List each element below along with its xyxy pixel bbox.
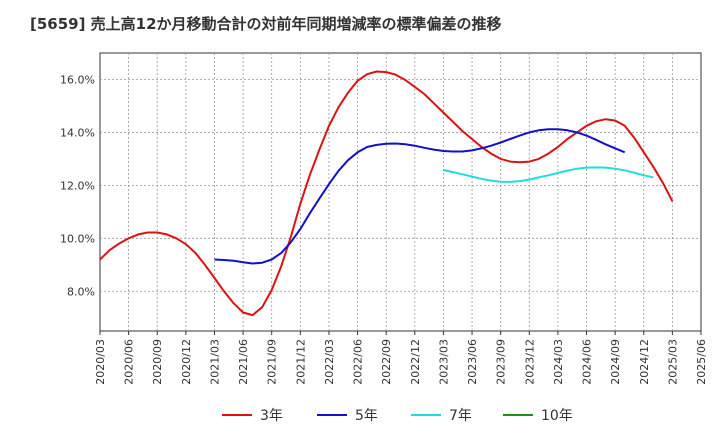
x-tick-label: 2021/09 bbox=[266, 339, 279, 385]
legend-label: 10年 bbox=[541, 408, 573, 424]
x-tick-label: 2023/12 bbox=[523, 339, 536, 385]
legend-swatch bbox=[222, 414, 252, 416]
x-tick-label: 2020/09 bbox=[151, 339, 164, 385]
x-tick-label: 2021/12 bbox=[294, 339, 307, 385]
grid-lines bbox=[100, 53, 701, 331]
x-axis-ticks: 2020/03 2020/06 2020/09 2020/12 2021/03 2021/… bbox=[94, 331, 708, 385]
legend-label: 7年 bbox=[449, 408, 472, 424]
legend-swatch bbox=[503, 414, 533, 416]
x-tick-label: 2023/03 bbox=[437, 339, 450, 385]
x-tick-label: 2023/09 bbox=[495, 339, 508, 385]
x-tick-label: 2021/06 bbox=[237, 339, 250, 385]
y-axis-ticks: 8.0% 10.0% 12.0% 14.0% 16.0% bbox=[60, 73, 95, 298]
x-tick-label: 2022/06 bbox=[352, 339, 365, 385]
chart-title: [5659] 売上高12か月移動合計の対前年同期増減率の標準偏差の推移 bbox=[30, 15, 502, 33]
series-lines bbox=[99, 70, 674, 317]
x-tick-label: 2025/03 bbox=[666, 339, 679, 385]
series-line-7年 bbox=[443, 166, 654, 183]
x-tick-label: 2024/03 bbox=[552, 339, 565, 385]
x-tick-label: 2020/12 bbox=[180, 339, 193, 385]
x-tick-label: 2024/06 bbox=[581, 339, 594, 385]
y-tick-label: 14.0% bbox=[60, 126, 95, 139]
legend-swatch bbox=[411, 414, 441, 416]
plot-area bbox=[99, 52, 702, 332]
x-tick-label: 2022/12 bbox=[409, 339, 422, 385]
series-line-5年 bbox=[214, 128, 626, 265]
y-tick-label: 10.0% bbox=[60, 232, 95, 245]
x-tick-label: 2024/12 bbox=[638, 339, 651, 385]
legend-item: 10年 bbox=[503, 404, 573, 426]
x-tick-label: 2025/06 bbox=[695, 339, 708, 385]
legend-item: 3年 bbox=[222, 404, 283, 426]
x-tick-label: 2020/03 bbox=[94, 339, 107, 385]
legend-item: 5年 bbox=[317, 404, 378, 426]
legend-label: 3年 bbox=[260, 408, 283, 424]
y-tick-label: 8.0% bbox=[67, 285, 95, 298]
legend-label: 5年 bbox=[355, 408, 378, 424]
x-tick-label: 2021/03 bbox=[208, 339, 221, 385]
y-tick-label: 16.0% bbox=[60, 73, 95, 86]
legend: 3年 5年 7年 10年 bbox=[0, 404, 720, 426]
x-tick-label: 2024/09 bbox=[609, 339, 622, 385]
x-tick-label: 2023/06 bbox=[466, 339, 479, 385]
y-tick-label: 12.0% bbox=[60, 179, 95, 192]
x-tick-label: 2022/03 bbox=[323, 339, 336, 385]
legend-item: 7年 bbox=[411, 404, 472, 426]
x-tick-label: 2022/09 bbox=[380, 339, 393, 385]
x-tick-label: 2020/06 bbox=[123, 339, 136, 385]
legend-swatch bbox=[317, 414, 347, 416]
